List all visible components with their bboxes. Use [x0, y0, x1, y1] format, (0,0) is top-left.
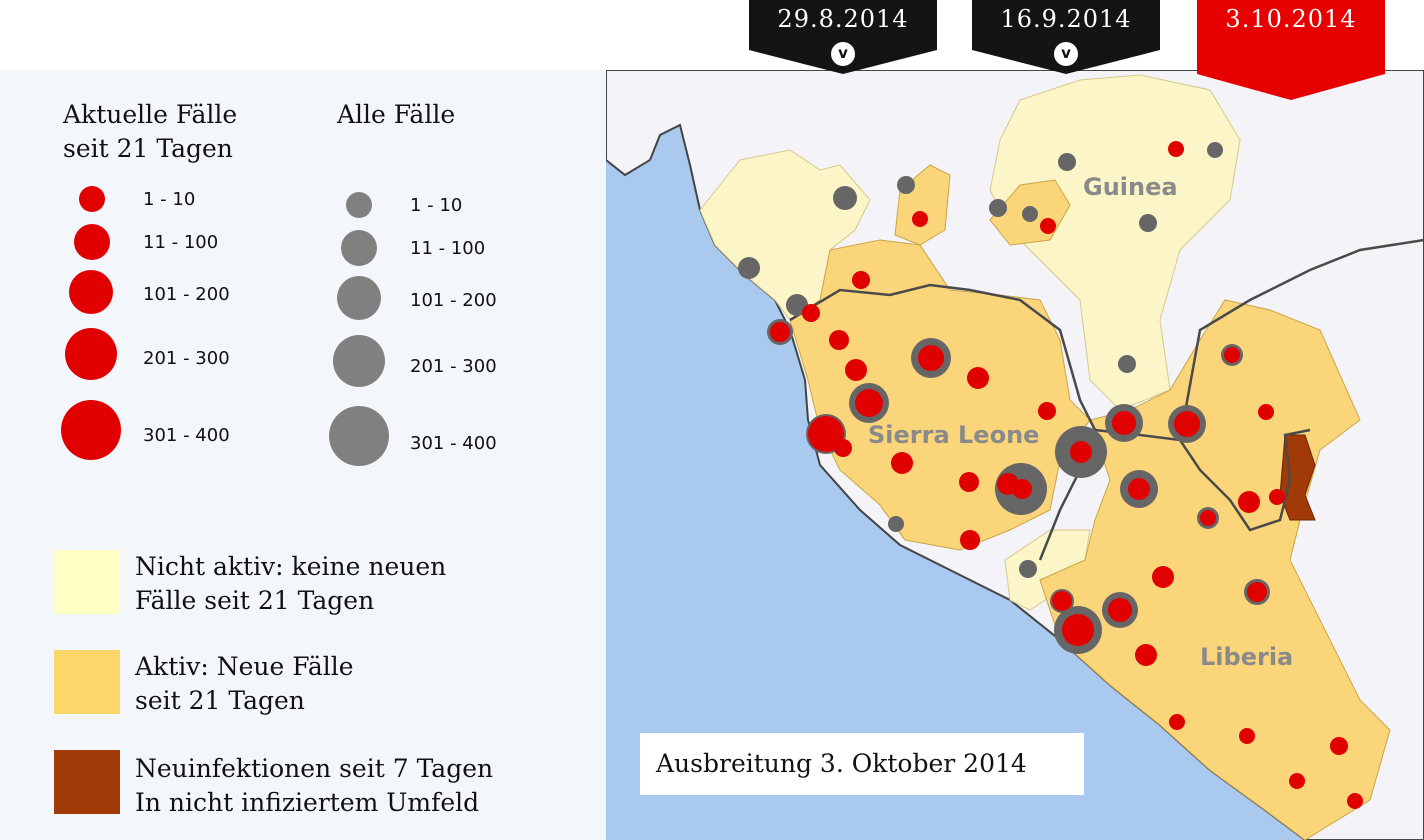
legend-heading-current-cases: Aktuelle Fälle seit 21 Tagen: [63, 100, 238, 163]
current-cases-marker: [959, 472, 979, 492]
current-cases-marker: [891, 452, 913, 474]
current-cases-marker: [802, 304, 820, 322]
all-cases-marker: [1118, 355, 1136, 373]
legend-grey-circle: [329, 406, 389, 466]
timeline-tab-2014-10-03[interactable]: 3.10.2014: [1197, 0, 1385, 100]
current-cases-marker: [1239, 728, 1255, 744]
current-cases-marker: [1258, 404, 1274, 420]
current-cases-markers: [770, 141, 1363, 809]
current-cases-marker: [912, 211, 928, 227]
current-cases-marker: [834, 439, 852, 457]
legend-red-circle: [79, 186, 105, 212]
current-cases-marker: [1112, 411, 1136, 435]
current-cases-marker: [1200, 510, 1216, 526]
map-caption: Ausbreitung 3. Oktober 2014: [640, 733, 1084, 795]
country-label-sierra-leone: Sierra Leone: [868, 421, 1040, 449]
current-cases-marker: [845, 359, 867, 381]
legend-label-not-active: Nicht aktiv: keine neuen Fälle seit 21 T…: [135, 552, 447, 615]
legend-range-label: 301 - 400: [143, 425, 230, 446]
legend-heading-all-cases: Alle Fälle: [337, 100, 456, 129]
current-cases-marker: [1040, 218, 1056, 234]
all-cases-marker: [897, 176, 915, 194]
legend-range-label: 201 - 300: [410, 356, 497, 377]
guinea-not-active: [699, 149, 871, 321]
current-cases-marker: [1247, 582, 1267, 602]
current-cases-marker: [1152, 566, 1174, 588]
country-label-guinea: Guinea: [1083, 173, 1178, 201]
legend-range-label: 11 - 100: [410, 238, 486, 259]
country-border: [1094, 428, 1311, 532]
current-cases-marker: [1135, 644, 1157, 666]
legend-range-label: 201 - 300: [143, 348, 230, 369]
current-cases-marker: [960, 530, 980, 550]
current-cases-marker: [1062, 614, 1094, 646]
chevron-down-icon: v: [1054, 42, 1078, 66]
all-cases-marker: [1207, 142, 1223, 158]
legend-grey-circle: [333, 335, 385, 387]
tab-shape: [749, 0, 937, 74]
legend-grey-circle: [341, 230, 377, 266]
all-cases-marker: [888, 516, 904, 532]
current-cases-marker: [1330, 737, 1348, 755]
legend-grey-circle: [337, 276, 381, 320]
timeline-tab-2014-08-29[interactable]: 29.8.2014 v: [749, 0, 937, 100]
current-cases-marker: [967, 367, 989, 389]
tab-date-label: 3.10.2014: [1225, 5, 1357, 33]
current-cases-marker: [808, 416, 844, 452]
current-cases-marker: [1038, 402, 1056, 420]
country-label-liberia: Liberia: [1200, 643, 1294, 671]
legend-red-circle: [74, 224, 110, 260]
current-cases-marker: [1289, 773, 1305, 789]
tab-shape: [972, 0, 1160, 74]
current-cases-marker: [918, 345, 944, 371]
map-canvas: [606, 70, 1424, 840]
country-border: [1178, 238, 1424, 441]
legend-swatch-active: [54, 650, 120, 714]
all-cases-marker: [989, 199, 1007, 217]
ebola-map: [606, 70, 1424, 840]
current-cases-marker: [855, 389, 883, 417]
all-cases-marker: [1019, 560, 1037, 578]
legend-range-label: 101 - 200: [410, 290, 497, 311]
current-cases-marker: [852, 271, 870, 289]
current-cases-marker: [1070, 441, 1092, 463]
timeline-tab-2014-09-16[interactable]: 16.9.2014 v: [972, 0, 1160, 100]
tab-date-label: 16.9.2014: [1000, 5, 1132, 33]
current-cases-marker: [770, 322, 790, 342]
tab-shape: [1197, 0, 1385, 100]
all-cases-marker: [1022, 206, 1038, 222]
current-cases-marker: [1168, 141, 1184, 157]
current-cases-marker: [1052, 591, 1072, 611]
legend-range-label: 1 - 10: [143, 189, 196, 210]
current-cases-marker: [1269, 489, 1285, 505]
tab-date-label: 29.8.2014: [777, 5, 909, 33]
current-cases-marker: [829, 330, 849, 350]
current-cases-marker: [1238, 491, 1260, 513]
current-cases-marker: [1169, 714, 1185, 730]
legend-range-label: 1 - 10: [410, 195, 463, 216]
current-cases-marker: [1128, 478, 1150, 500]
legend-label-new-infection: Neuinfektionen seit 7 Tagen In nicht inf…: [135, 754, 494, 817]
legend-range-label: 301 - 400: [410, 433, 497, 454]
current-cases-marker: [1224, 347, 1240, 363]
all-cases-marker: [738, 257, 760, 279]
all-cases-marker: [833, 186, 857, 210]
legend-red-circle: [61, 400, 121, 460]
legend-swatch-new-infection: [54, 750, 120, 814]
legend-red-circle: [69, 270, 113, 314]
legend-range-label: 101 - 200: [143, 284, 230, 305]
current-cases-marker: [1174, 411, 1200, 437]
legend-label-active: Aktiv: Neue Fälle seit 21 Tagen: [135, 652, 354, 715]
all-cases-marker: [1139, 214, 1157, 232]
chevron-down-icon: v: [831, 42, 855, 66]
legend-swatch-not-active: [54, 550, 120, 614]
legend-range-label: 11 - 100: [143, 232, 219, 253]
current-cases-marker: [1108, 598, 1132, 622]
legend-grey-circle: [346, 192, 372, 218]
legend-red-circle: [65, 328, 117, 380]
all-cases-marker: [1058, 153, 1076, 171]
current-cases-marker: [1012, 479, 1032, 499]
current-cases-marker: [1347, 793, 1363, 809]
